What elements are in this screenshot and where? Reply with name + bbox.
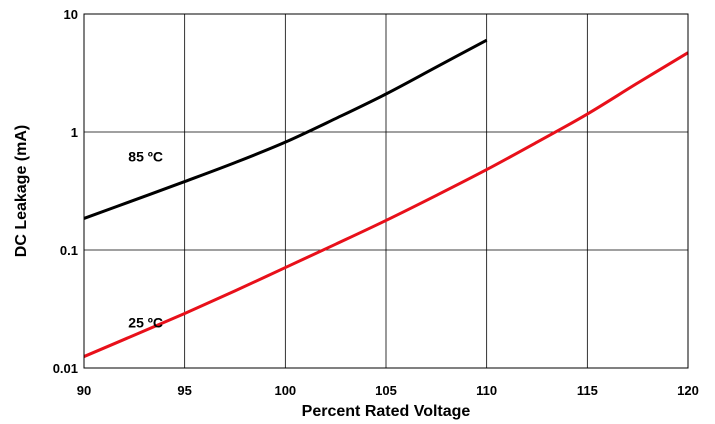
series-line-0 — [83, 38, 488, 220]
x-tick-label: 105 — [375, 383, 397, 398]
plot-area-border — [83, 13, 689, 369]
grid-layer — [84, 14, 688, 368]
y-axis-title: DC Leakage (mA) — [13, 125, 30, 257]
x-tick-label: 90 — [77, 383, 91, 398]
series-label-1: 25 ºC — [128, 315, 163, 331]
x-tick-label: 115 — [577, 383, 598, 398]
x-tick-label: 110 — [476, 383, 497, 398]
y-tick-label: 0.01 — [53, 361, 78, 376]
series-layer — [83, 38, 689, 358]
y-tick-label: 0.1 — [60, 243, 78, 258]
series-line-1 — [83, 51, 689, 358]
series-label-0: 85 ºC — [128, 149, 163, 165]
y-tick-label: 10 — [64, 7, 78, 22]
x-tick-label: 100 — [274, 383, 296, 398]
y-tick-label: 1 — [71, 125, 78, 140]
x-tick-label: 95 — [177, 383, 191, 398]
x-tick-label: 120 — [677, 383, 699, 398]
series-labels: 85 ºC 25 ºC — [128, 149, 163, 331]
x-axis-title: Percent Rated Voltage — [302, 403, 471, 420]
